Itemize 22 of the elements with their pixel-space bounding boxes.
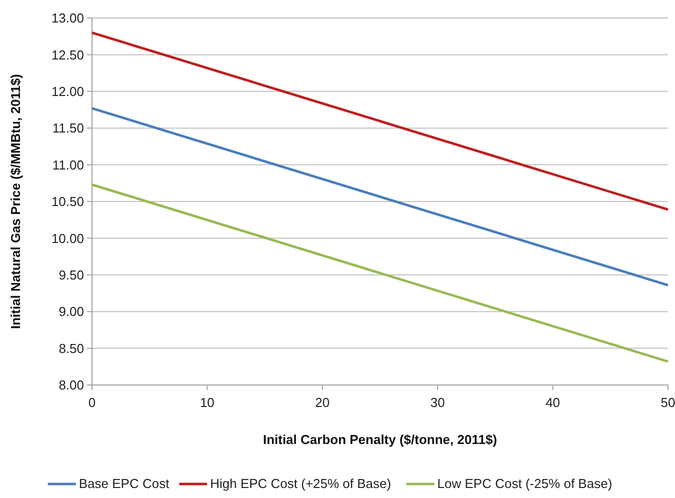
y-tick-label: 10.50: [51, 194, 84, 210]
y-tick-label: 8.00: [58, 378, 84, 393]
legend-label: Low EPC Cost (-25% of Base): [437, 476, 612, 491]
x-tick-label: 0: [88, 395, 96, 410]
y-tick-label: 12.00: [51, 84, 84, 99]
y-axis-title: Initial Natural Gas Price ($/MMBtu, 2011$): [8, 74, 23, 330]
y-tick-label: 10.00: [51, 230, 84, 246]
y-tick-label: 12.50: [51, 47, 84, 62]
y-tick-label: 9.50: [58, 267, 84, 282]
y-tick-label: 11.50: [52, 120, 84, 136]
x-tick-label: 40: [546, 395, 560, 410]
x-tick-label: 10: [200, 395, 214, 410]
x-tick-label: 20: [315, 395, 330, 410]
x-tick-label: 30: [430, 395, 445, 410]
legend-label: High EPC Cost (+25% of Base): [210, 476, 392, 491]
x-tick-label: 50: [660, 395, 675, 410]
y-tick-label: 8.50: [58, 340, 84, 356]
y-tick-label: 13.00: [51, 10, 84, 26]
legend-label: Base EPC Cost: [78, 476, 170, 491]
y-tick-label: 9.00: [58, 304, 84, 320]
y-tick-label: 11.00: [52, 157, 84, 172]
x-axis-title: Initial Carbon Penalty ($/tonne, 2011$): [262, 432, 498, 447]
